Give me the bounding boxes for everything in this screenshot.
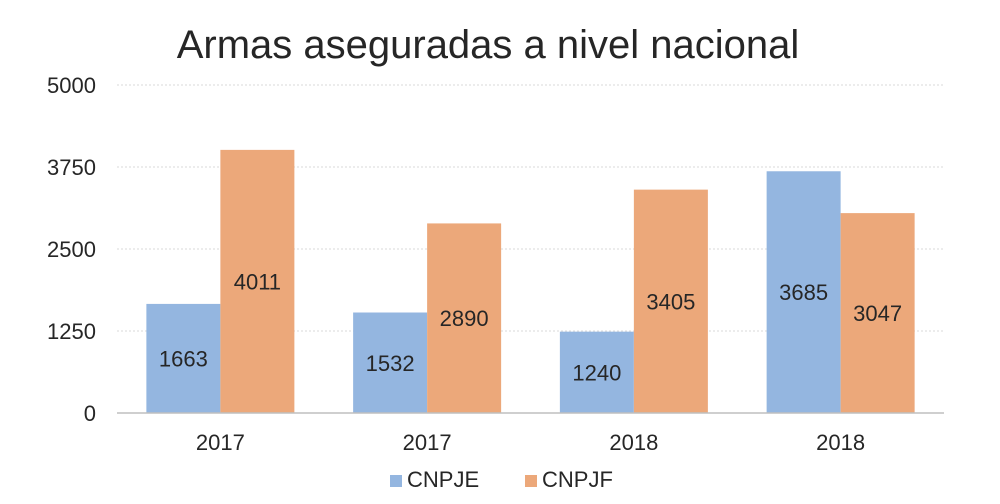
y-tick-label: 0 [84, 401, 96, 426]
data-label: 3685 [779, 280, 828, 305]
data-label: 1240 [572, 360, 621, 385]
bar-cnpje [146, 303, 221, 413]
y-tick-label: 2500 [47, 237, 96, 262]
legend-swatch [525, 475, 537, 487]
x-tick-label: 2017 [196, 430, 245, 455]
bar-cnpje [559, 331, 634, 413]
data-label: 1532 [366, 351, 415, 376]
legend-label: CNPJF [542, 467, 613, 492]
bar-cnpje [353, 312, 428, 413]
y-tick-label: 5000 [47, 73, 96, 98]
chart-title: Armas aseguradas a nivel nacional [177, 23, 800, 67]
legend-swatch [390, 475, 402, 487]
y-tick-label: 1250 [47, 319, 96, 344]
bar-cnpjf [840, 213, 915, 413]
data-label: 3405 [646, 289, 695, 314]
data-labels: 1663 4011 1532 2890 1240 3405 3685 3047 [159, 269, 902, 385]
y-tick-label: 3750 [47, 155, 96, 180]
data-label: 3047 [853, 301, 902, 326]
x-tick-label: 2017 [403, 430, 452, 455]
y-axis-ticks: 0 1250 2500 3750 5000 [47, 73, 96, 426]
legend: CNPJE CNPJF [390, 467, 613, 492]
data-label: 4011 [234, 269, 281, 294]
x-tick-label: 2018 [609, 430, 658, 455]
bar-cnpjf [633, 189, 708, 413]
x-axis-ticks: 2017 2017 2018 2018 [196, 430, 865, 455]
bar-cnpjf [220, 149, 295, 413]
bar-cnpjf [427, 223, 502, 413]
legend-label: CNPJE [407, 467, 479, 492]
bar-cnpje [766, 171, 841, 413]
data-label: 1663 [159, 346, 208, 371]
bars [146, 149, 915, 413]
x-tick-label: 2018 [816, 430, 865, 455]
data-label: 2890 [440, 306, 489, 331]
